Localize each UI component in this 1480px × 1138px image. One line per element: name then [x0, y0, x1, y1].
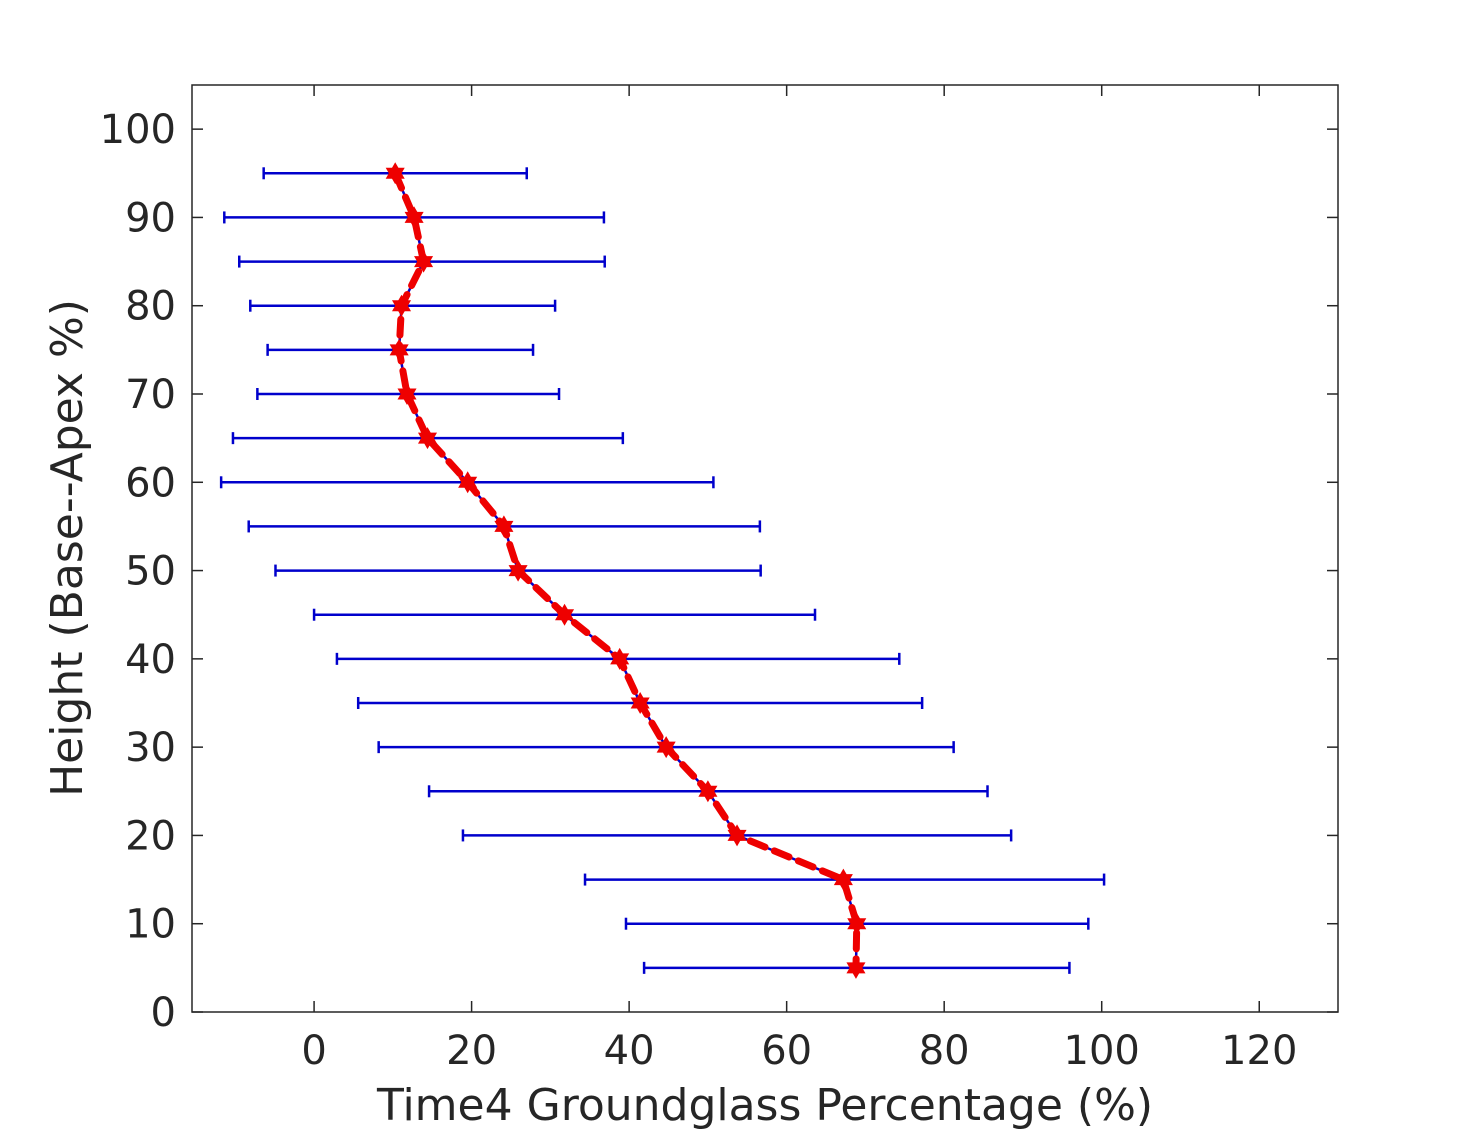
- y-tick-label: 70: [125, 372, 176, 418]
- data-point: [404, 206, 424, 229]
- data-point: [610, 647, 630, 670]
- data-point: [833, 868, 853, 891]
- data-point: [397, 382, 417, 406]
- plot-area: [191, 84, 1339, 1013]
- data-point-star: [833, 874, 853, 891]
- data-point-star: [458, 476, 478, 494]
- y-tick-label: 80: [125, 284, 176, 330]
- data-point: [656, 736, 676, 759]
- data-point-star: [417, 432, 438, 450]
- y-tick-label: 20: [125, 813, 176, 859]
- data-point-star: [397, 388, 417, 406]
- data-point: [389, 338, 409, 361]
- data-markers: [385, 162, 867, 979]
- y-tick-label: 0: [151, 990, 176, 1036]
- data-point: [385, 162, 405, 185]
- y-tick-label: 100: [100, 107, 176, 153]
- data-point: [698, 780, 718, 803]
- data-point-star: [404, 211, 424, 229]
- data-point: [847, 912, 867, 935]
- x-tick-label: 0: [301, 1028, 326, 1074]
- data-point-star: [555, 609, 575, 626]
- data-point-star: [508, 565, 528, 582]
- y-tick-label: 40: [125, 637, 176, 683]
- data-point: [494, 515, 514, 538]
- x-tick-label: 80: [919, 1028, 970, 1074]
- y-tick-label: 90: [125, 195, 176, 241]
- data-point-star: [389, 344, 409, 361]
- data-point: [417, 427, 438, 450]
- data-point: [414, 250, 434, 273]
- x-tick-label: 40: [604, 1028, 655, 1074]
- data-point-star: [385, 167, 405, 185]
- data-point: [391, 294, 412, 317]
- data-point-star: [847, 918, 867, 935]
- y-tick-label: 50: [125, 549, 176, 595]
- data-point-star: [846, 962, 866, 979]
- axis-ticks: 0 20 40 60 80 100 120 0 10 20 30 40 50 60 70 80 90 100: [100, 85, 1338, 1074]
- data-point-star: [414, 256, 434, 273]
- x-tick-label: 100: [1064, 1028, 1140, 1074]
- x-axis-title: Time4 Groundglass Percentage (%): [376, 1080, 1153, 1131]
- x-tick-label: 60: [761, 1028, 812, 1074]
- data-point-star: [727, 829, 747, 847]
- y-tick-label: 10: [125, 902, 176, 948]
- data-point-star: [610, 653, 630, 670]
- data-point-star: [656, 741, 676, 759]
- y-tick-label: 30: [125, 725, 176, 771]
- y-axis-title: Height (Base--Apex %): [42, 299, 93, 797]
- data-point-star: [494, 520, 514, 538]
- data-point: [555, 603, 575, 626]
- x-tick-label: 20: [446, 1028, 497, 1074]
- x-tick-label: 120: [1221, 1028, 1297, 1074]
- data-point: [846, 956, 866, 979]
- data-point-star: [630, 697, 650, 715]
- data-point: [630, 691, 650, 715]
- y-tick-label: 60: [125, 460, 176, 506]
- data-point: [727, 824, 747, 847]
- data-point-star: [698, 785, 718, 803]
- data-point-star: [391, 300, 412, 317]
- data-point: [458, 471, 478, 494]
- data-point: [508, 559, 528, 582]
